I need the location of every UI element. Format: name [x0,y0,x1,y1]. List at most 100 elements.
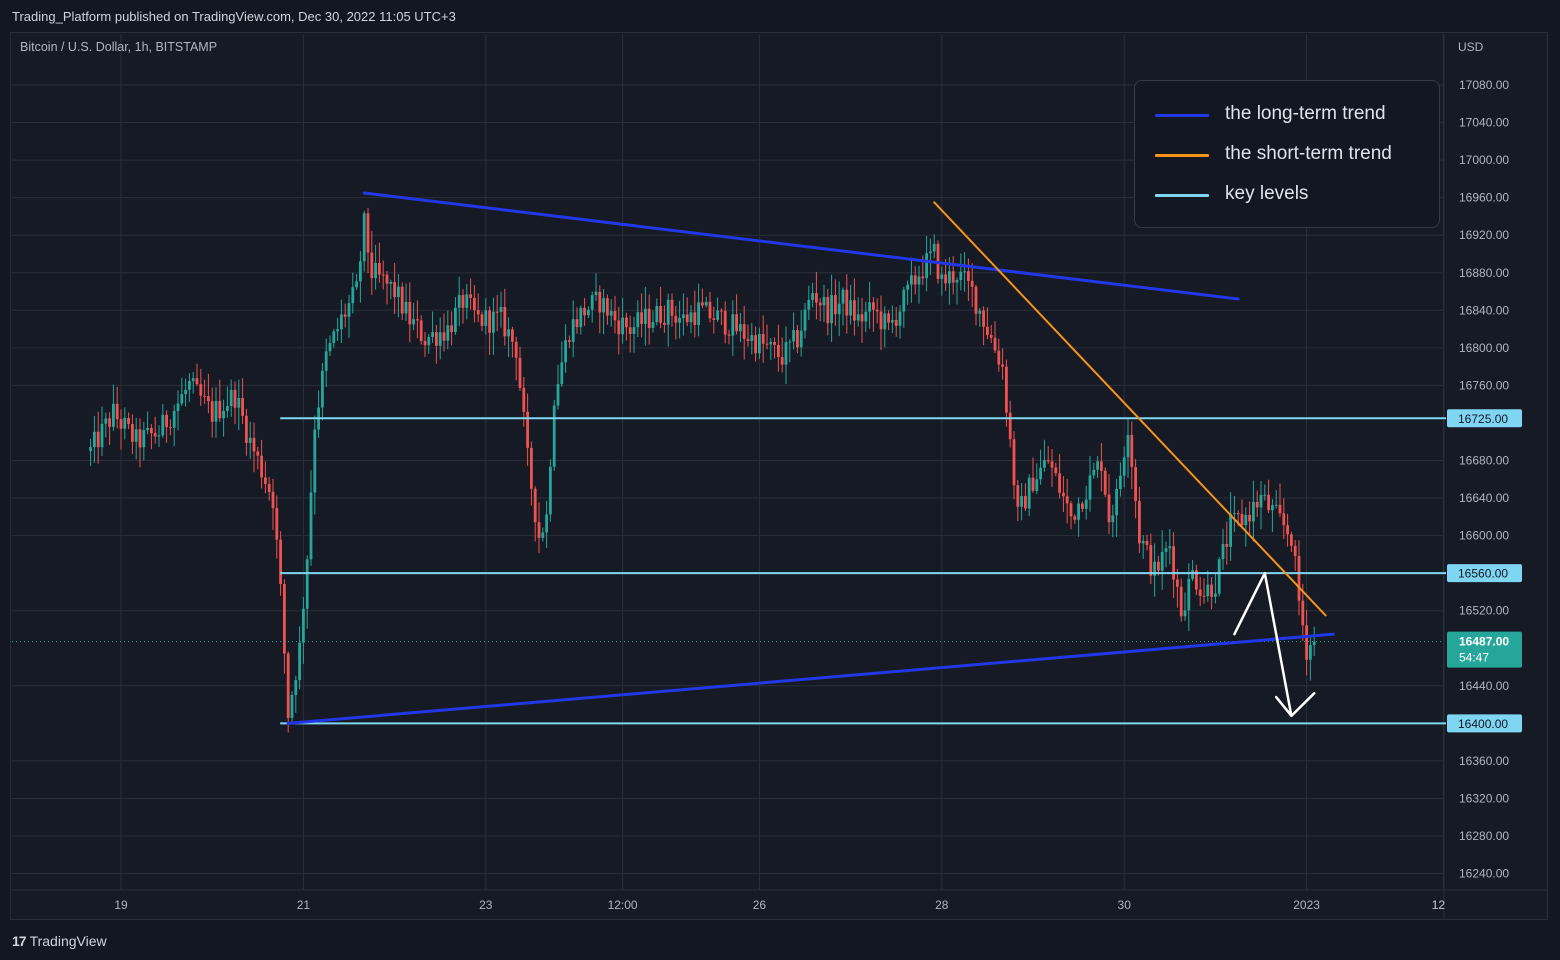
candle-body-down [169,427,172,429]
candle-body-up [446,325,450,341]
candle-body-down [473,297,476,311]
candle-body-down [271,491,275,509]
candle-body-down [245,415,248,443]
candle-body-up [1191,570,1194,579]
candle-body-down [522,387,526,412]
current-price-label: 16487.00 [1459,635,1509,649]
candle-body-up [89,447,92,452]
candle-body-down [450,325,453,333]
candle-body-down [419,320,423,341]
candle-body-down [1202,595,1206,597]
candle-body-up [161,414,165,436]
candle-body-down [777,344,780,358]
candle-body-down [834,295,837,315]
candle-body-down [727,334,731,336]
candle-body-down [1157,561,1160,571]
candle-body-down [951,271,955,283]
candle-body-down [663,322,666,325]
candle-body-down [260,455,263,478]
candle-body-down [735,314,738,332]
candle-body-down [685,314,689,323]
candle-body-down [1130,434,1134,468]
candle-body-down [1267,494,1270,511]
candle-body-up [1141,540,1145,544]
candle-body-down [1134,467,1137,501]
candle-body-down [267,483,271,492]
candle-body-up [602,298,605,313]
candle-body-up [176,403,180,412]
candle-body-down [773,341,776,345]
candle-body-up [758,334,761,354]
candle-body-up [431,332,434,338]
key-level-price-tag [1447,564,1522,583]
candle-body-down [252,437,256,452]
candle-body-up [978,310,982,314]
projection-arrow[interactable] [1233,571,1316,718]
candle-body-up [214,400,218,422]
candle-body-down [1103,470,1107,495]
candle-body-down [435,332,438,346]
price-axis-label: 16640.00 [1459,491,1509,505]
candle-body-up [1206,584,1210,597]
candle-body-up [457,295,461,308]
candle-body-down [872,302,875,310]
price-axis-label: 16440.00 [1459,679,1509,693]
candle-body-down [875,309,879,312]
price-axis-label: 16800.00 [1459,341,1509,355]
candle-body-up [644,308,647,324]
candle-body-down [1050,461,1054,468]
candle-body-up [309,492,313,560]
candle-body-down [628,327,632,334]
candle-body-down [1282,513,1286,526]
candle-body-up [1153,561,1156,576]
candle-body-up [856,314,860,321]
candle-body-up [799,330,803,348]
candle-body-down [442,332,446,341]
candle-body-down [514,341,518,358]
candle-body-up [305,559,309,609]
candle-body-up [682,314,685,318]
long-term-trendline[interactable] [362,191,1240,301]
legend-label-key-levels: key levels [1225,183,1309,204]
candle-body-down [275,508,279,540]
candle-body-up [1263,494,1267,496]
candle-body-up [651,322,655,328]
candle-body-up [1115,489,1118,516]
candle-body-up [359,261,362,282]
candle-body-down [974,286,978,314]
candle-body-down [701,302,704,306]
candle-body-down [860,314,864,322]
candle-body-up [1119,475,1122,490]
candle-body-down [670,299,674,316]
candle-body-up [1035,479,1039,491]
candle-body-down [712,318,716,320]
candle-body-up [811,293,814,300]
candle-body-down [1046,460,1050,462]
candle-body-down [264,477,267,484]
symbol-title: Bitcoin / U.S. Dollar, 1h, BITSTAMP [20,40,218,54]
key-level-price-label: 16725.00 [1458,412,1508,426]
candle-body-down [742,324,746,339]
candle-body-down [674,315,678,323]
candle-body-up [1259,494,1263,508]
price-axis-label: 16840.00 [1459,303,1509,317]
candle-body-down [1240,513,1244,526]
candle-body-down [708,301,712,319]
candle-body-up [1039,467,1042,480]
tradingview-logo[interactable]: 17 TradingView [12,933,107,949]
candle-body-up [222,410,225,419]
candle-body-up [157,435,161,437]
price-axis-label: 17000.00 [1459,153,1509,167]
price-axis-label: 16320.00 [1459,791,1509,805]
candle-body-down [1008,412,1012,440]
candle-body-down [970,280,974,287]
key-level-price-label: 16560.00 [1458,567,1508,581]
candle-body-up [438,332,442,346]
candle-body-up [564,340,567,363]
price-axis-label: 16920.00 [1459,228,1509,242]
long-term-trendline[interactable] [286,632,1335,725]
short-term-trendline[interactable] [933,201,1327,617]
candle-body-down [476,310,480,315]
candle-body-down [879,311,883,330]
